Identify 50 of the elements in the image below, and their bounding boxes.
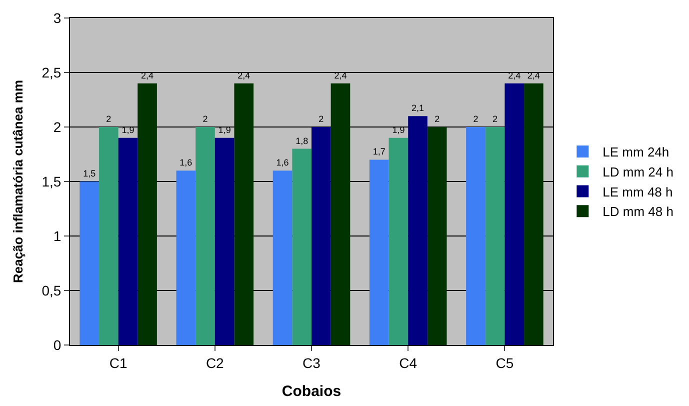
data-label: 2	[473, 114, 478, 124]
bar	[138, 83, 157, 345]
data-label: 2	[202, 114, 208, 124]
bar	[176, 170, 196, 345]
bar	[292, 148, 312, 345]
y-tick-label: 2,5	[42, 64, 62, 80]
bar	[234, 83, 254, 345]
bar	[427, 127, 447, 345]
bar	[485, 127, 505, 345]
data-label: 1,6	[276, 158, 289, 168]
x-tick-label: C2	[206, 354, 224, 371]
y-tick-label: 0,5	[42, 282, 62, 298]
y-tick-label: 3	[53, 10, 62, 26]
data-label: 2	[318, 114, 324, 124]
bar	[330, 83, 350, 345]
y-tick-label: 1	[53, 228, 62, 244]
x-axis-title: Cobaios	[282, 382, 342, 400]
bar	[466, 127, 486, 345]
x-tick-label: C5	[496, 354, 514, 371]
bar	[369, 160, 389, 345]
bar	[408, 116, 428, 345]
bar	[312, 127, 331, 345]
data-label: 1,7	[372, 146, 386, 157]
bar	[214, 138, 234, 345]
y-tick-label: 0	[53, 336, 62, 353]
legend-label: LE mm 48 h	[602, 184, 673, 200]
bar	[80, 182, 99, 345]
bar	[388, 138, 408, 345]
legend-label: LD mm 48 h	[602, 204, 674, 220]
x-tick-label: C3	[302, 354, 321, 371]
data-label: 1,5	[83, 168, 96, 178]
legend-label: LE mm 24h	[602, 144, 670, 160]
x-tick-label: C4	[399, 354, 418, 371]
data-label: 2	[492, 114, 498, 124]
data-label: 1,8	[296, 136, 308, 146]
data-label: 2	[434, 114, 440, 124]
data-label: 2	[106, 114, 112, 124]
bar	[272, 170, 292, 345]
bar	[524, 83, 544, 345]
x-tick-label: C1	[109, 354, 128, 371]
y-tick-label: 2	[53, 118, 62, 135]
y-axis-title: Reação inflamatória cutânea mm	[10, 80, 26, 284]
data-label: 1,6	[180, 158, 192, 168]
data-label: 2,1	[412, 103, 424, 114]
bar	[98, 127, 118, 345]
y-tick-label: 1,5	[42, 173, 62, 190]
legend-label: LD mm 24 h	[602, 164, 674, 180]
bar	[504, 83, 524, 345]
bar	[196, 127, 215, 345]
bar	[118, 138, 138, 345]
